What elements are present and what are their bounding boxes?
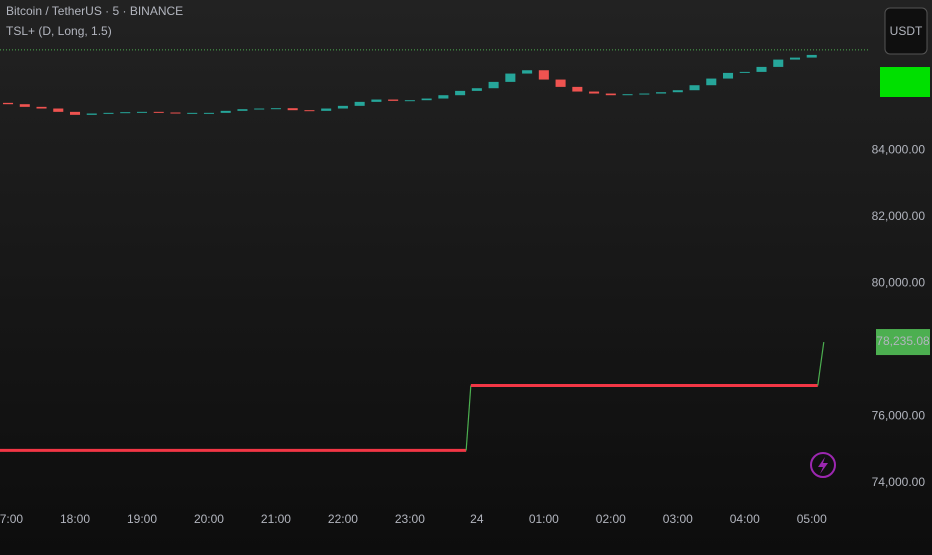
- candle: [136, 111, 148, 113]
- candle: [254, 108, 265, 110]
- y-tick-label: 74,000.00: [872, 475, 926, 489]
- candle: [371, 99, 382, 102]
- x-tick-label: 23:00: [395, 512, 425, 526]
- candle: [538, 70, 549, 80]
- y-tick-label: 80,000.00: [872, 275, 926, 289]
- candle: [689, 85, 700, 91]
- candle: [388, 99, 399, 101]
- candle: [354, 101, 365, 106]
- x-tick-label: 04:00: [730, 512, 760, 526]
- indicator-label: TSL+ (D, Long, 1.5): [6, 24, 112, 38]
- candle: [421, 98, 432, 101]
- candle: [170, 112, 181, 114]
- candle: [706, 78, 717, 86]
- candle: [3, 102, 14, 105]
- candle: [739, 71, 750, 73]
- x-tick-label: 02:00: [596, 512, 626, 526]
- candle: [656, 92, 667, 94]
- currency-label: USDT: [890, 24, 923, 38]
- price-box: [880, 67, 930, 97]
- candle: [153, 111, 164, 113]
- candle: [438, 95, 449, 99]
- x-tick-label: 24: [470, 512, 484, 526]
- currency-button[interactable]: [884, 7, 928, 55]
- candle: [287, 108, 298, 111]
- alert-icon[interactable]: [810, 452, 836, 478]
- candle: [471, 88, 482, 91]
- candle: [19, 104, 30, 107]
- candle: [672, 90, 683, 93]
- candle: [103, 112, 114, 114]
- candle: [304, 110, 315, 112]
- candle: [488, 81, 499, 89]
- candle: [639, 93, 650, 95]
- candle: [722, 72, 734, 79]
- candle: [120, 112, 131, 114]
- candle: [756, 66, 767, 72]
- price-label-box: [876, 329, 930, 356]
- candle: [69, 111, 81, 115]
- candle: [773, 59, 784, 67]
- alert-bolt: [818, 457, 828, 474]
- x-tick-label: 03:00: [663, 512, 693, 526]
- candle: [321, 108, 332, 111]
- y-tick-label: 76,000.00: [872, 409, 926, 423]
- candle: [622, 94, 633, 96]
- candle: [404, 100, 415, 102]
- x-tick-label: 20:00: [194, 512, 224, 526]
- x-tick-label: 22:00: [328, 512, 358, 526]
- candle: [220, 110, 231, 113]
- candle: [589, 91, 600, 94]
- y-tick-label: 84,000.00: [872, 142, 926, 156]
- candle: [572, 86, 583, 92]
- candle: [203, 112, 214, 114]
- candle: [36, 106, 47, 109]
- candle: [505, 73, 516, 82]
- x-tick-label: 17:00: [0, 512, 23, 526]
- candle: [789, 57, 801, 60]
- candle: [806, 54, 817, 58]
- x-tick-label: 01:00: [529, 512, 559, 526]
- candle: [455, 90, 466, 96]
- x-tick-label: 05:00: [797, 512, 827, 526]
- candle: [237, 109, 248, 111]
- candle: [605, 93, 616, 96]
- y-tick-label: 82,000.00: [872, 209, 926, 223]
- candle: [53, 108, 64, 112]
- candle: [555, 79, 566, 87]
- candle: [86, 113, 97, 115]
- candle: [270, 108, 281, 110]
- chart-title: Bitcoin / TetherUS · 5 · BINANCE: [6, 4, 183, 18]
- trailing-stop-segment: [817, 341, 825, 386]
- trailing-stop-segment: [465, 385, 472, 451]
- x-tick-label: 18:00: [60, 512, 90, 526]
- price-label: 78,235.08: [876, 334, 930, 348]
- candle: [337, 105, 348, 109]
- candle: [522, 70, 533, 74]
- x-tick-label: 19:00: [127, 512, 157, 526]
- candle: [187, 112, 198, 114]
- x-tick-label: 21:00: [261, 512, 291, 526]
